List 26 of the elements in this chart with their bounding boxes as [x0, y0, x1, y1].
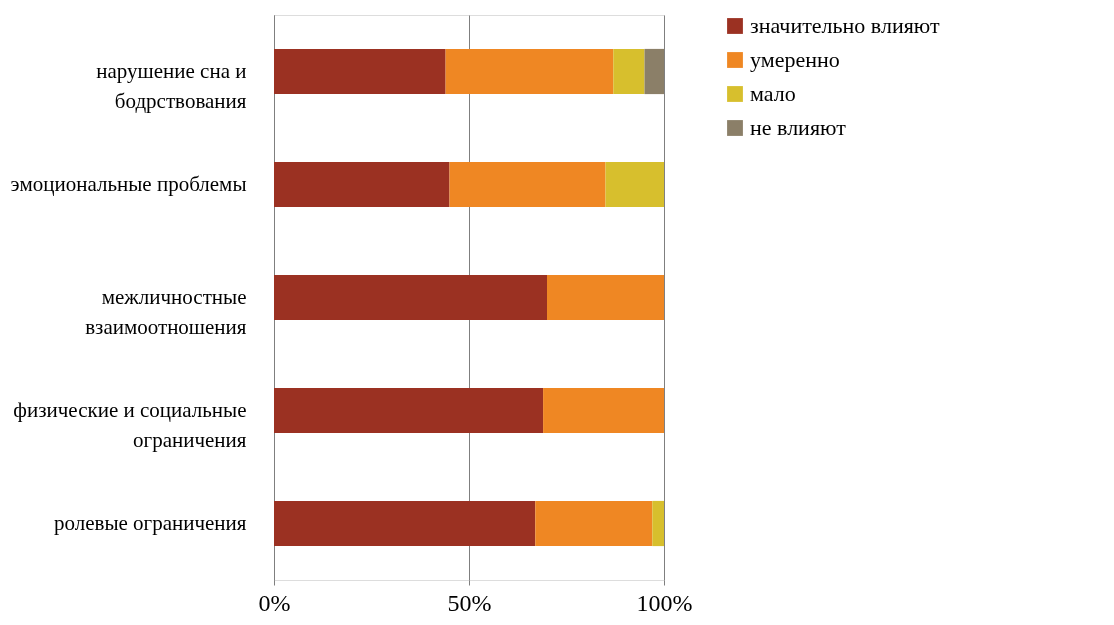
bar — [605, 161, 664, 208]
bar — [449, 161, 606, 208]
y-tick-label: эмоциональные проблемы — [10, 171, 247, 196]
x-tick-label: 100% — [636, 589, 693, 616]
legend-label: значительно влияют — [750, 13, 940, 38]
bar — [274, 48, 446, 95]
bar — [644, 48, 664, 95]
x-tick-label: 50% — [447, 589, 492, 616]
y-tick-label: межличностные взаимоотношения — [85, 284, 247, 339]
bar — [274, 161, 450, 208]
bar — [445, 48, 614, 95]
legend-label: не влияют — [750, 115, 847, 140]
bar — [543, 387, 664, 434]
bar — [547, 274, 664, 321]
bar — [613, 48, 645, 95]
bar — [274, 387, 544, 434]
bar — [274, 274, 547, 321]
x-tick-label: 0% — [258, 589, 291, 616]
bar — [652, 500, 664, 547]
legend-label: мало — [750, 81, 796, 106]
y-tick-label: физические и социальные ограничения — [13, 397, 247, 452]
legend-label: умеренно — [750, 47, 840, 72]
y-tick-label: нарушение сна и бодрствования — [96, 58, 247, 113]
bar — [535, 500, 653, 547]
bar — [274, 500, 536, 547]
y-tick-label: ролевые ограничения — [53, 510, 247, 535]
